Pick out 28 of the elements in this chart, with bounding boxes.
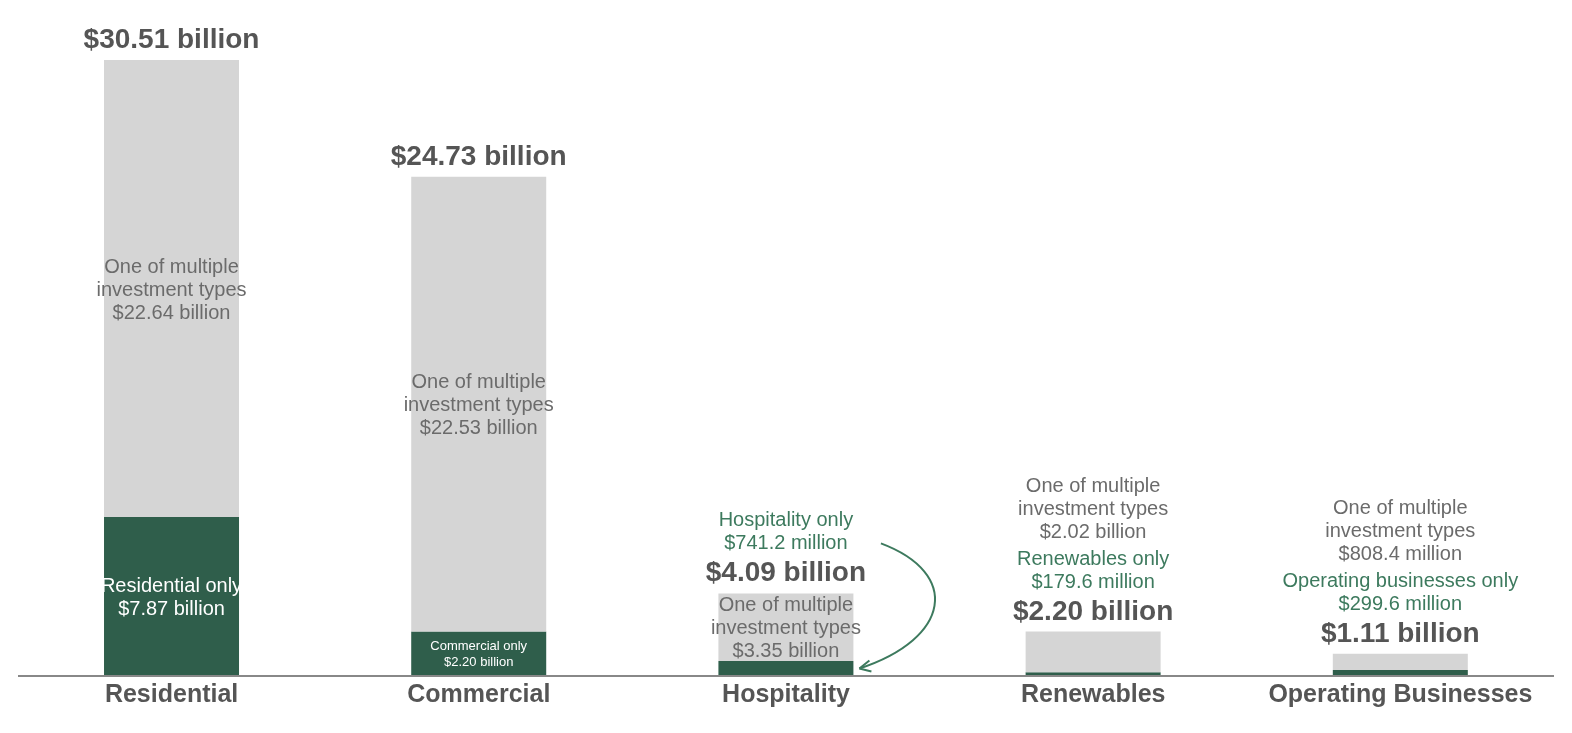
bar [718,661,854,676]
data-label: $3.35 billion [732,639,840,662]
data-label: $7.87 billion [118,597,225,620]
total-label: $1.11 billion [1320,616,1480,648]
bar [1025,631,1161,673]
annotation: One of multiple investment types [710,593,861,639]
data-label: $22.64 billion [112,300,231,323]
x-tick-label: Residential [104,678,239,707]
bar [1332,653,1468,670]
x-tick-label: Hospitality [722,678,850,707]
x-tick-label: Commercial [407,678,551,707]
x-tick-label: Renewables [1020,678,1166,707]
annotation: Commercial only [430,638,528,654]
data-label: $22.53 billion [419,416,538,439]
total-label: $30.51 billion [83,23,260,54]
annotation: Hospitality only $741.2 million [718,508,854,554]
annotation: Operating businesses only $299.6 million [1282,568,1519,614]
annotation: One of multiple investment types $808.4 million [1325,495,1476,564]
annotation: One of multiple investment types $2.02 billion [1018,473,1169,542]
x-tick-label: Operating Businesses [1268,678,1533,707]
total-label: $4.09 billion [705,556,867,588]
data-label: $2.20 billion [444,654,514,670]
bar [104,517,240,676]
annotation: One of multiple investment types [403,370,554,416]
total-label: $2.20 billion [1012,594,1174,626]
annotation: Renewables only $179.6 million [1016,546,1170,592]
total-label: $24.73 billion [390,139,567,171]
annotation: One of multiple investment types [96,254,247,300]
